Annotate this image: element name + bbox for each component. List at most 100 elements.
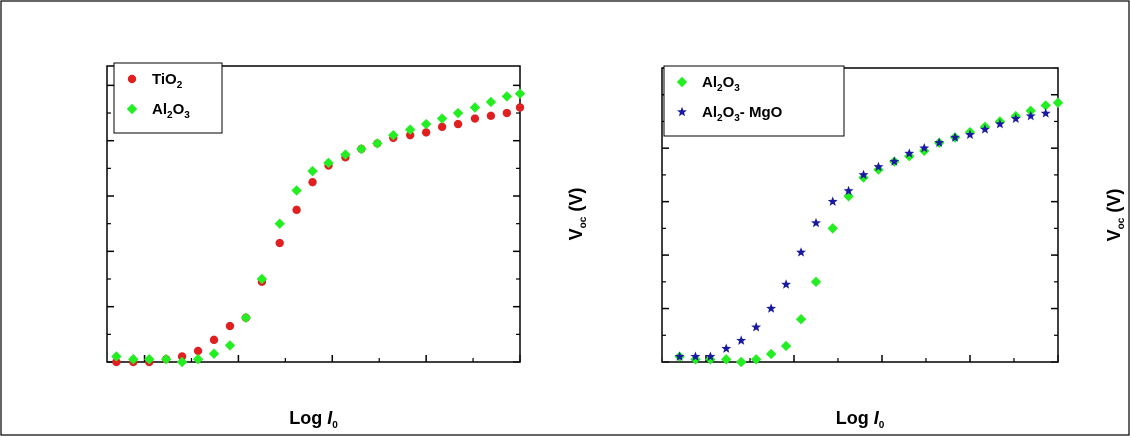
legend-marker-tio2 <box>127 74 137 84</box>
legend-box <box>663 65 845 137</box>
data-point-al2o3 <box>420 118 432 130</box>
data-point-tio2 <box>209 335 219 345</box>
data-point-al2o3 <box>176 356 188 368</box>
data-point-tio2 <box>421 128 431 137</box>
data-point-tio2 <box>193 346 203 356</box>
data-point-al2o3 <box>404 124 416 135</box>
data-point-al2o3 <box>690 354 701 365</box>
data-point-tio2 <box>275 238 284 248</box>
data-point-al2o3_mgo <box>889 156 900 166</box>
legend: Al2O3 Al2O3- MgO <box>663 65 845 137</box>
data-point-tio2 <box>437 122 447 132</box>
data-point-al2o3 <box>356 143 367 155</box>
data-point-al2o3 <box>721 354 732 365</box>
data-point-al2o3 <box>810 276 822 288</box>
data-point-al2o3 <box>323 157 334 169</box>
data-point-al2o3 <box>843 191 854 202</box>
data-point-al2o3 <box>750 354 762 365</box>
data-point-tio2 <box>225 321 235 331</box>
data-point-al2o3 <box>372 138 383 149</box>
data-point-al2o3_mgo <box>1025 110 1036 121</box>
y-axis-title: Voc (V) <box>1104 189 1127 242</box>
data-point-al2o3_mgo <box>994 118 1005 129</box>
data-point-al2o3_mgo <box>904 148 915 158</box>
data-point-tio2 <box>502 108 512 118</box>
data-point-al2o3 <box>795 314 807 325</box>
data-point-al2o3_mgo <box>751 322 762 332</box>
data-point-al2o3_mgo <box>1010 113 1021 123</box>
data-point-al2o3_mgo <box>827 196 838 206</box>
data-point-al2o3 <box>452 107 464 119</box>
data-point-al2o3 <box>224 340 236 351</box>
data-point-al2o3 <box>514 88 526 99</box>
data-point-al2o3 <box>1052 97 1064 108</box>
data-point-al2o3_mgo <box>858 169 869 180</box>
legend-marker-al2o3 <box>126 103 138 115</box>
data-point-tio2 <box>177 352 187 361</box>
data-point-al2o3 <box>469 102 481 113</box>
data-point-al2o3 <box>307 165 318 177</box>
data-point-al2o3 <box>240 312 252 323</box>
data-point-al2o3 <box>858 172 869 183</box>
legend-label-al2o3_mgo: Al2O3- MgO <box>702 104 783 124</box>
data-point-al2o3_mgo <box>781 279 792 289</box>
legend-label-al2o3: Al2O3 <box>702 74 740 94</box>
data-point-al2o3 <box>736 356 747 368</box>
chart-panel-a: Log I0 Voc (V) TiO2 Al2O3 <box>106 62 589 431</box>
x-axis-title: Log I0 <box>289 408 338 431</box>
data-point-al2o3 <box>1025 105 1036 116</box>
data-point-al2o3 <box>1040 100 1051 111</box>
x-axis-title: Log I0 <box>836 408 885 431</box>
data-point-tio2 <box>405 130 415 140</box>
data-point-al2o3 <box>291 185 302 196</box>
legend-marker-al2o3_mgo <box>677 106 687 117</box>
data-point-al2o3_mgo <box>674 351 685 361</box>
chart-panel-b: Log I0 Voc (V) Al2O3 Al2O3- MgO <box>661 65 1127 431</box>
data-point-tio2 <box>453 119 463 129</box>
data-point-al2o3_mgo <box>705 351 716 361</box>
legend-box <box>113 62 223 134</box>
plot-area-frame <box>106 65 521 363</box>
data-point-al2o3 <box>160 354 172 365</box>
data-point-al2o3_mgo <box>965 129 975 140</box>
legend-marker-al2o3 <box>676 76 688 88</box>
data-point-al2o3_mgo <box>843 185 854 196</box>
data-point-tio2 <box>292 205 301 215</box>
data-point-tio2 <box>308 177 317 187</box>
data-point-tio2 <box>515 103 525 112</box>
data-point-al2o3_mgo <box>873 161 884 172</box>
series-al2o3_mgo <box>674 108 1051 361</box>
data-point-al2o3_mgo <box>950 132 960 142</box>
data-point-al2o3_mgo <box>811 217 821 228</box>
legend-label-al2o3: Al2O3 <box>152 101 190 121</box>
data-point-al2o3 <box>256 273 268 285</box>
legend: TiO2 Al2O3 <box>113 62 223 134</box>
data-point-al2o3_mgo <box>690 351 701 361</box>
data-point-al2o3_mgo <box>766 303 777 313</box>
data-point-al2o3_mgo <box>1040 108 1051 118</box>
data-point-al2o3 <box>144 354 155 365</box>
data-point-al2o3 <box>780 340 792 352</box>
data-point-al2o3_mgo <box>980 124 990 134</box>
data-point-al2o3_mgo <box>736 335 747 345</box>
data-point-al2o3_mgo <box>796 247 806 257</box>
data-point-tio2 <box>470 114 480 123</box>
data-point-tio2 <box>486 111 496 120</box>
data-point-al2o3 <box>388 129 399 141</box>
data-point-al2o3 <box>274 218 285 229</box>
data-point-al2o3_mgo <box>919 142 930 153</box>
data-point-al2o3 <box>485 96 497 108</box>
data-point-tio2 <box>112 357 121 367</box>
data-point-al2o3 <box>208 348 220 359</box>
data-point-al2o3_mgo <box>934 137 945 148</box>
data-point-al2o3 <box>827 223 838 234</box>
series-al2o3 <box>111 88 526 368</box>
data-point-al2o3 <box>128 354 139 365</box>
data-point-al2o3_mgo <box>721 343 732 353</box>
data-point-al2o3 <box>340 149 351 160</box>
data-point-al2o3 <box>765 348 777 360</box>
data-point-al2o3 <box>111 351 122 362</box>
y-axis-title: Voc (V) <box>566 188 589 241</box>
data-point-al2o3 <box>192 354 204 365</box>
